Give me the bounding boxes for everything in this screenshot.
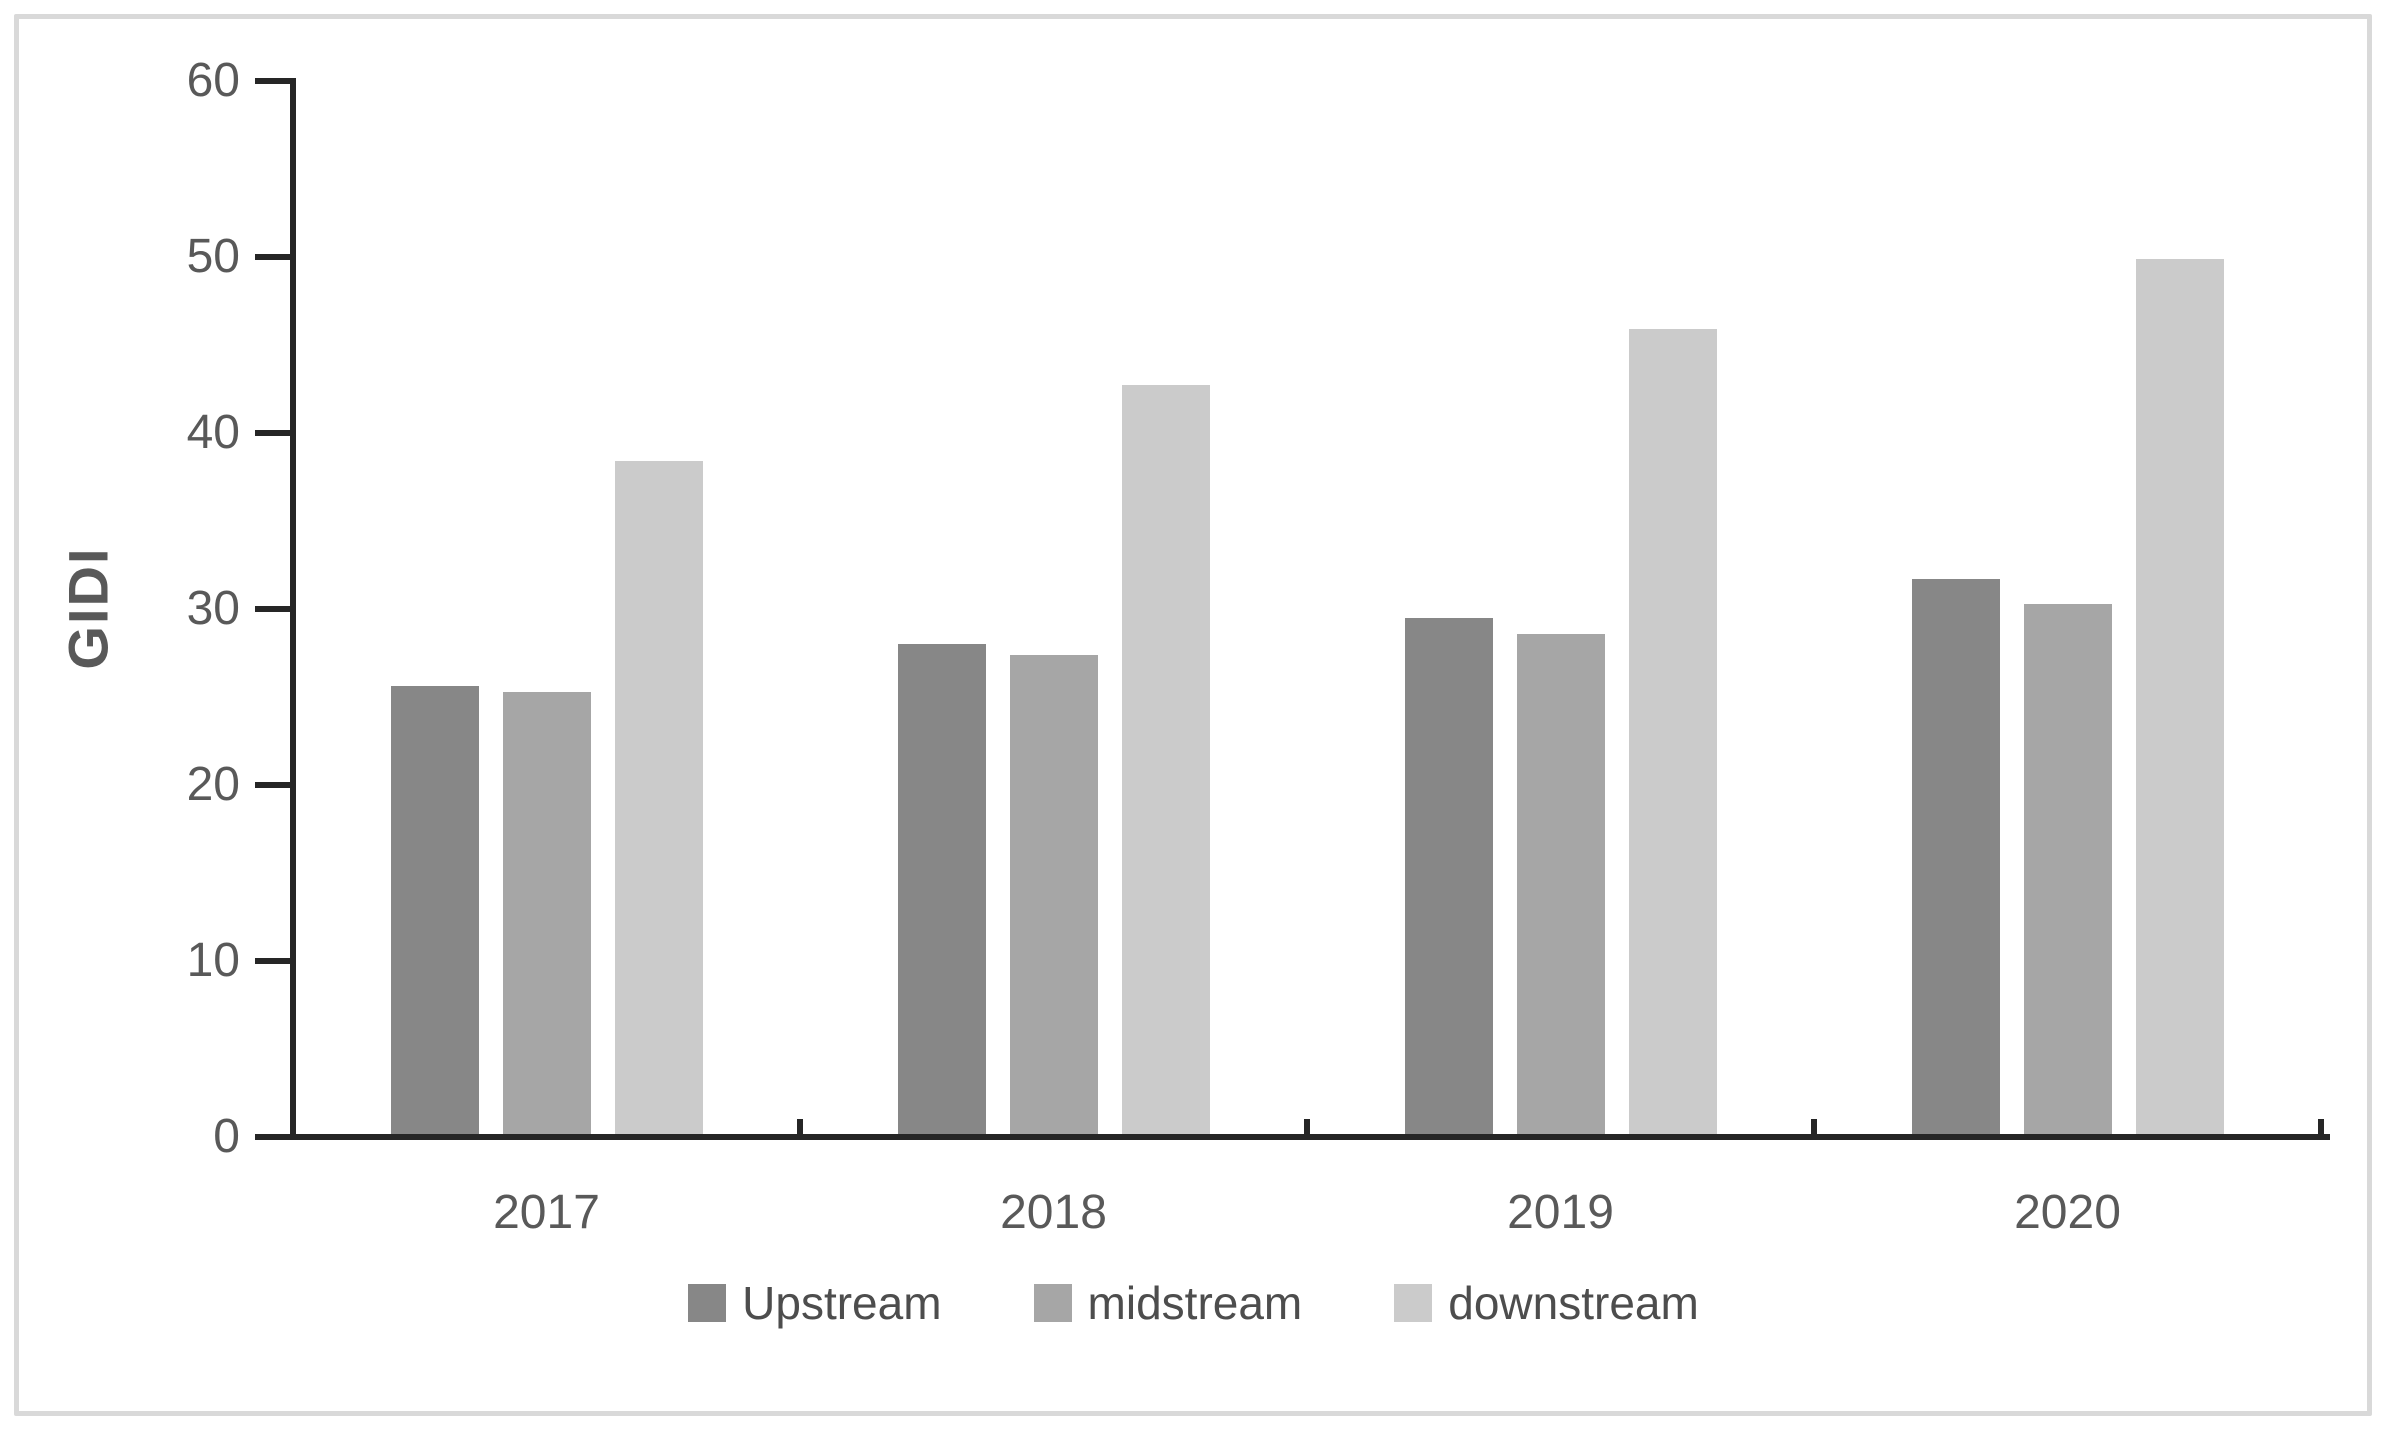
bar-midstream-2019 [1516,633,1605,1137]
y-axis-tick-label: 50 [186,230,240,283]
legend-label: downstream [1448,1277,1699,1329]
x-axis-tick [1811,1119,1817,1137]
y-axis-tick-label: 20 [186,758,240,811]
bar-midstream-2017 [502,691,591,1137]
y-axis-line [290,78,296,1140]
x-axis-category-label: 2020 [2014,1186,2121,1239]
bar-midstream-2018 [1009,654,1098,1137]
x-axis-tick [2318,1119,2324,1137]
x-axis-tick [1304,1119,1310,1137]
y-axis-tick-label: 10 [186,934,240,987]
legend: Upstream midstream downstream [0,1278,2387,1328]
bar-downstream-2017 [614,461,703,1137]
y-axis-tick [255,254,293,260]
bar-upstream-2019 [1404,617,1493,1137]
legend-item-downstream: downstream [1394,1278,1699,1328]
legend-item-upstream: Upstream [688,1277,942,1329]
legend-swatch [1033,1284,1072,1322]
y-axis-tick [255,958,293,964]
legend-label: midstream [1087,1277,1303,1329]
bar-downstream-2019 [1628,329,1717,1137]
bar-midstream-2020 [2023,603,2112,1137]
y-axis-tick-label: 60 [186,54,240,107]
x-axis-line [290,1134,2330,1140]
y-axis-tick [255,1134,293,1140]
bar-upstream-2018 [897,644,986,1137]
legend-swatch [688,1284,727,1322]
y-axis-tick [255,606,293,612]
x-axis-category-label: 2017 [493,1186,600,1239]
x-axis-category-label: 2018 [1000,1186,1107,1239]
y-axis-tick [255,430,293,436]
bar-downstream-2020 [2135,258,2224,1137]
bar-downstream-2018 [1121,385,1210,1137]
y-axis-tick-label: 0 [213,1110,240,1163]
legend-swatch [1394,1284,1433,1322]
x-axis-tick [290,1119,296,1137]
legend-label: Upstream [742,1277,942,1329]
y-axis-tick-label: 30 [186,582,240,635]
bar-upstream-2017 [390,686,479,1137]
y-axis-tick-label: 40 [186,406,240,459]
y-axis-tick [255,78,293,84]
x-axis-category-label: 2019 [1507,1186,1614,1239]
x-axis-tick [797,1119,803,1137]
legend-item-midstream: midstream [1033,1277,1303,1329]
y-axis-tick [255,782,293,788]
bar-upstream-2020 [1911,579,2000,1137]
